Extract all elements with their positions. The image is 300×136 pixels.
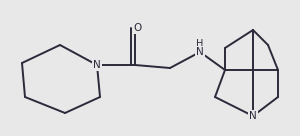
Text: N: N — [196, 47, 204, 57]
Text: H: H — [196, 39, 204, 49]
Text: O: O — [134, 23, 142, 33]
Text: N: N — [93, 60, 101, 70]
Text: N: N — [249, 111, 257, 121]
